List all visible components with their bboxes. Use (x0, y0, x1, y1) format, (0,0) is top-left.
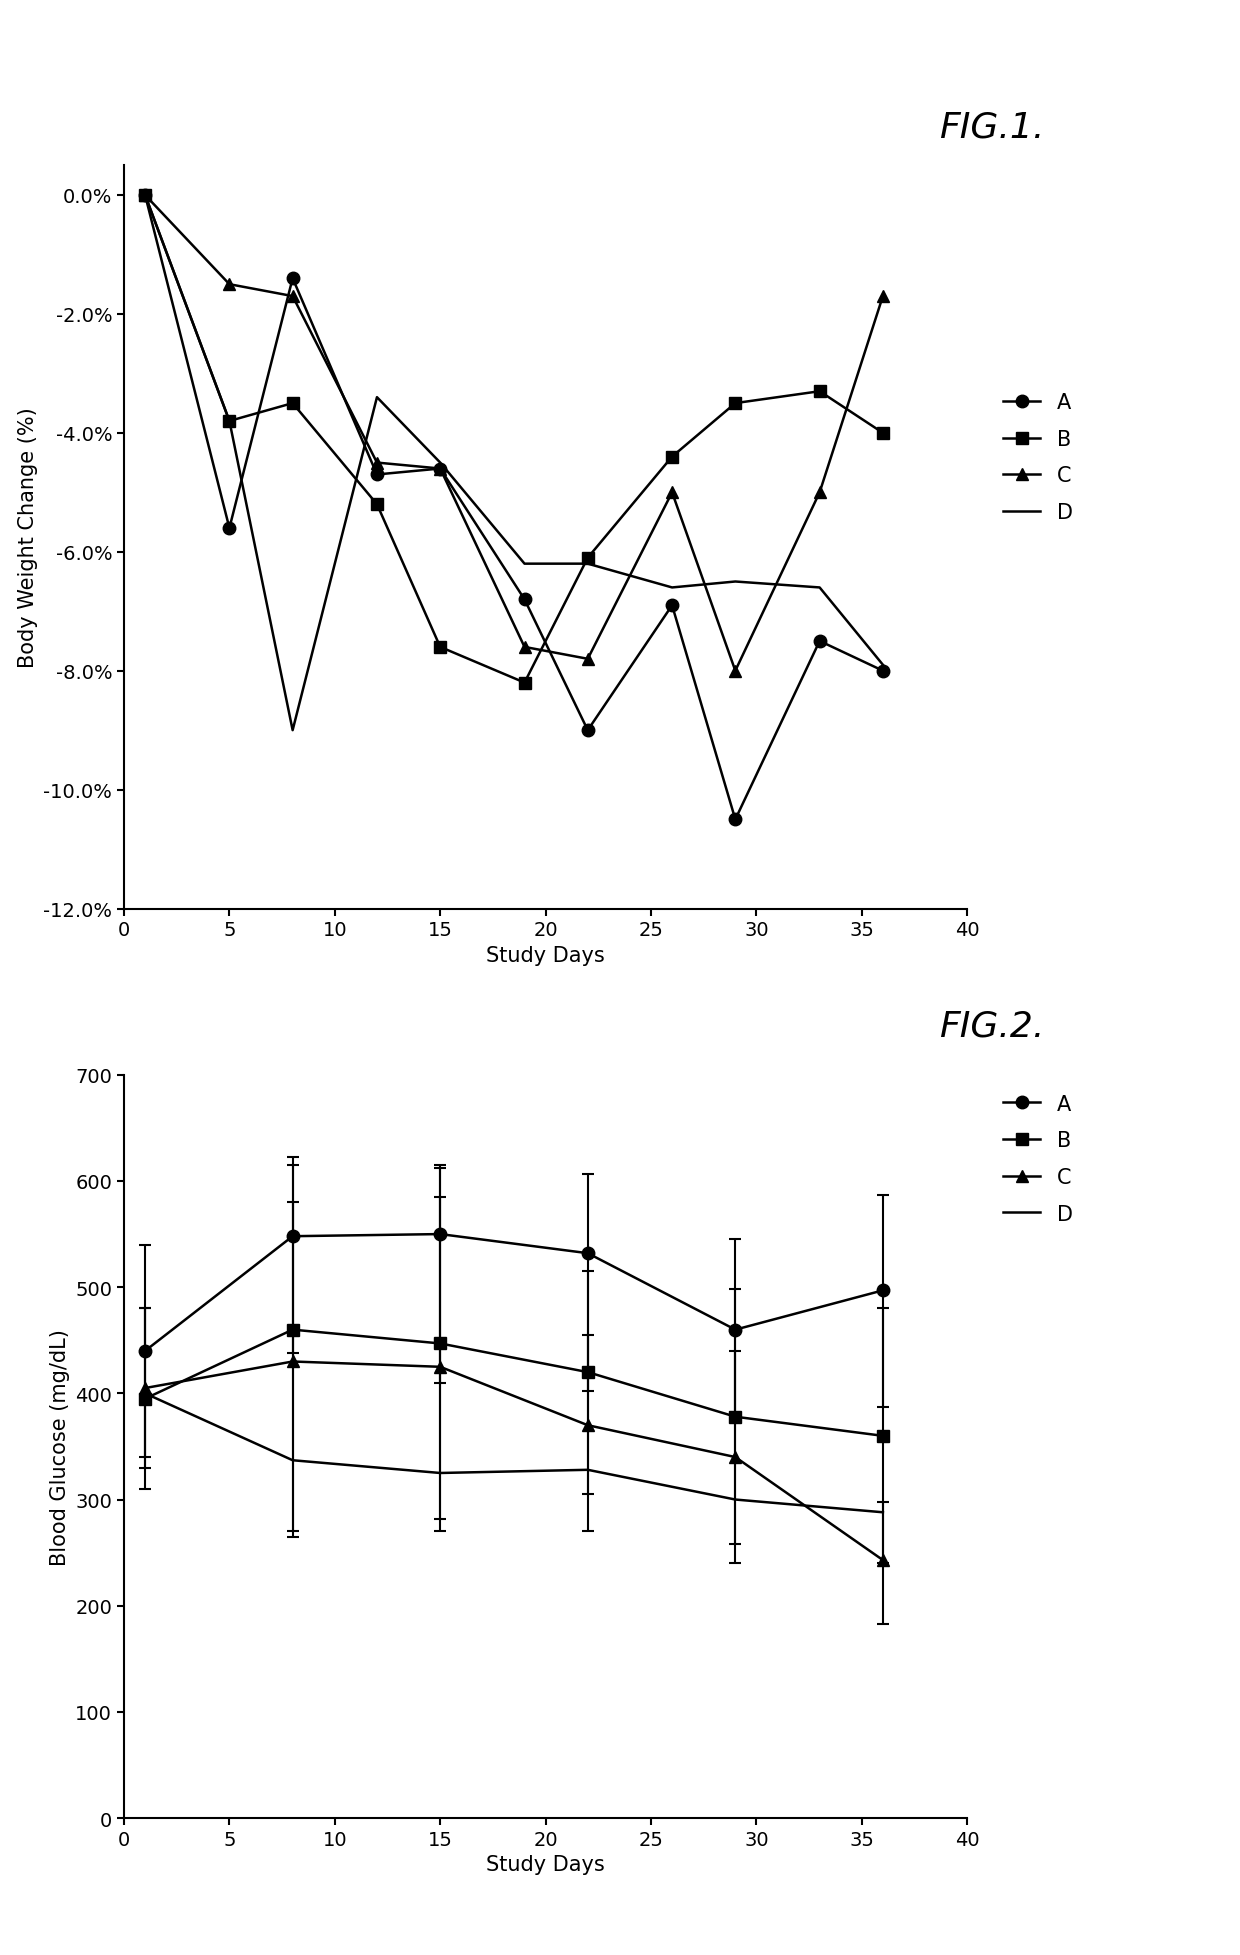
X-axis label: Study Days: Study Days (486, 1855, 605, 1875)
Legend: A, B, C, D: A, B, C, D (994, 385, 1081, 532)
X-axis label: Study Days: Study Days (486, 946, 605, 966)
Y-axis label: Body Weight Change (%): Body Weight Change (%) (17, 407, 37, 669)
Text: FIG.1.: FIG.1. (940, 109, 1044, 145)
Y-axis label: Blood Glucose (mg/dL): Blood Glucose (mg/dL) (50, 1327, 69, 1566)
Text: FIG.2.: FIG.2. (940, 1009, 1044, 1044)
Legend: A, B, C, D: A, B, C, D (994, 1085, 1081, 1232)
